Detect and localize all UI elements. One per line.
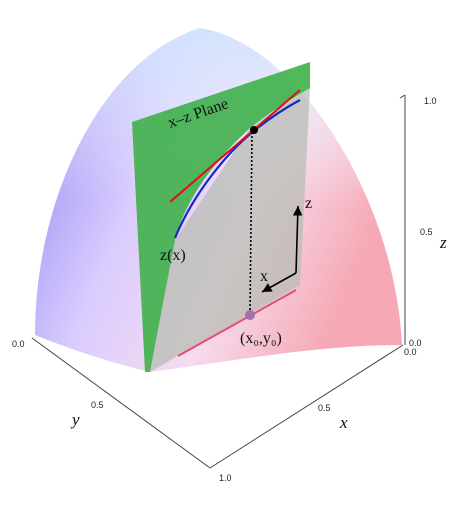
z-tick-label: 0.0 (409, 338, 422, 348)
base-line (177, 289, 297, 357)
point-label: (x₀,y₀) (240, 330, 282, 347)
plane-grey (150, 88, 310, 372)
local-x-label: x (260, 268, 268, 285)
local-x-arrow (261, 272, 297, 293)
local-z-arrow (292, 205, 303, 274)
plane-green (132, 62, 310, 372)
y-tick-label: 1.0 (219, 473, 232, 483)
z-tick-label: 0.5 (420, 227, 433, 237)
y-tick-label: 0.0 (12, 339, 25, 349)
point (250, 126, 258, 134)
y-tick-label: 0.5 (91, 400, 104, 410)
y-axis-label: y (70, 410, 80, 429)
x-tick-label: 0.5 (318, 403, 331, 413)
tangent (169, 89, 301, 203)
x-axis-label: x (339, 413, 348, 432)
z-axis-label: z (439, 233, 447, 252)
x-tick-label: 0.0 (404, 347, 417, 357)
base-point (245, 310, 255, 320)
local-z-label: z (305, 195, 312, 212)
z-tick-label: 1.0 (424, 96, 437, 106)
curve-label: z(x) (160, 247, 186, 264)
box (31, 94, 406, 469)
